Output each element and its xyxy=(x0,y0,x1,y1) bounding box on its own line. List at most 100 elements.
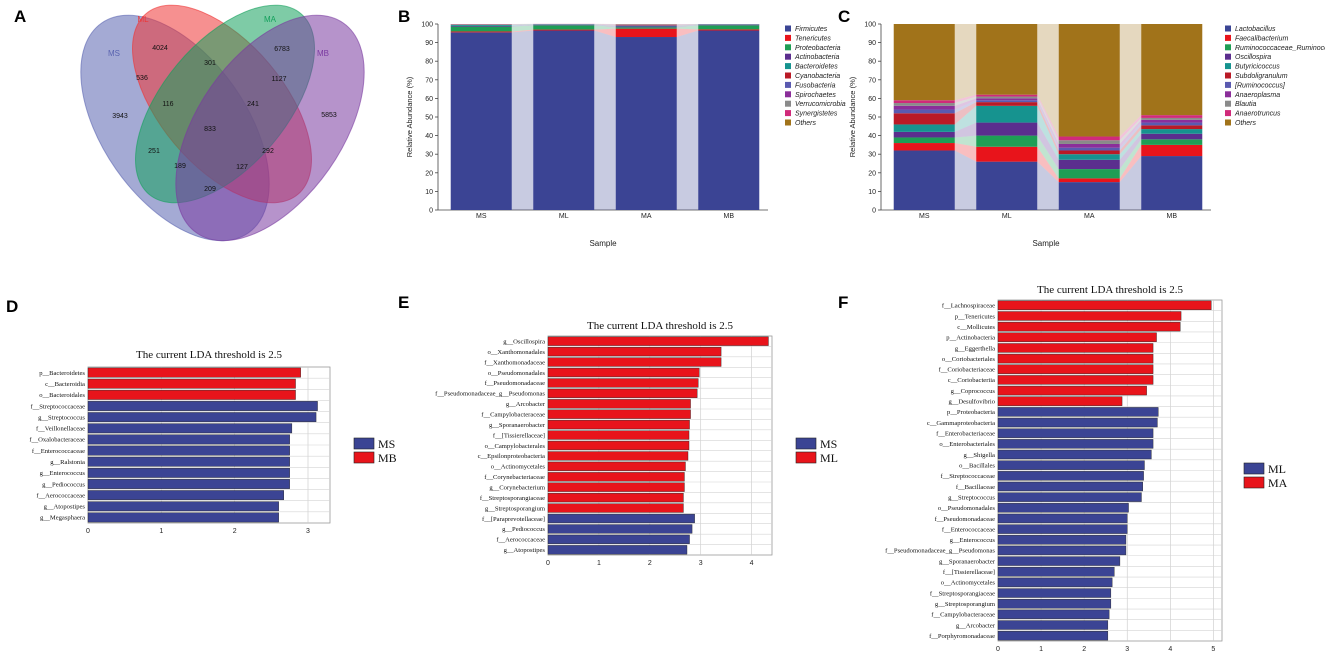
legend-swatch xyxy=(785,53,791,60)
legend-label: Bacteroidetes xyxy=(795,64,838,71)
legend-label: Subdoligranulum xyxy=(1235,73,1288,80)
lda-bar xyxy=(87,412,317,423)
bar-label: o__Coriobacteriales xyxy=(942,356,996,363)
bar-segment xyxy=(615,28,677,38)
lda-bar xyxy=(997,524,1128,534)
bar-segment xyxy=(533,25,595,30)
bar-segment xyxy=(976,161,1038,210)
lda-bar xyxy=(997,364,1154,374)
bar-label: f__Campylobacteraceae xyxy=(481,412,545,419)
bar-connector xyxy=(676,24,699,28)
bar-connector xyxy=(511,25,534,32)
venn-region-value: 292 xyxy=(262,148,274,155)
bar-connector xyxy=(511,29,534,33)
legend-swatch xyxy=(1225,63,1231,70)
stacked-chart-c: 0 10 20 30 40 50 60 70 80 90 100 Relative Abundance… xyxy=(848,22,1325,249)
legend-swatch xyxy=(1225,100,1231,107)
bar-label: g__Pediococcus xyxy=(42,481,85,488)
stacked-chart-b: 0 10 20 30 40 50 60 70 80 90 100 Relative Abundance… xyxy=(405,22,846,249)
x-tick-label: 1 xyxy=(159,528,163,535)
bar-segment xyxy=(893,150,955,210)
bar-segment xyxy=(893,105,955,110)
lda-bar xyxy=(547,367,700,378)
x-tick-label: MS xyxy=(919,213,930,220)
bar-segment xyxy=(1141,117,1203,120)
lda-bar xyxy=(997,439,1154,449)
x-tick-label: 3 xyxy=(306,528,310,535)
bar-connector xyxy=(1119,125,1142,155)
venn-region-value: 251 xyxy=(148,148,160,155)
bar-segment xyxy=(698,30,760,211)
bar-label: o__Xanthomonadales xyxy=(488,349,546,356)
bar-connector xyxy=(594,24,616,28)
bar-connector xyxy=(1037,98,1059,148)
legend-label: [Ruminococcus] xyxy=(1234,82,1286,89)
bar-segment xyxy=(533,24,595,26)
x-tick-label: MA xyxy=(1084,213,1095,220)
x-tick-label: 4 xyxy=(750,560,754,567)
bar-segment xyxy=(1058,154,1120,160)
bar-connector xyxy=(1037,96,1059,144)
legend-label: Faecalibacterium xyxy=(1235,35,1288,42)
bar-segment xyxy=(893,137,955,144)
y-tick-label: 70 xyxy=(868,77,876,84)
bar-label: o__Pseudomonadales xyxy=(488,370,546,377)
lda-bar xyxy=(87,434,290,445)
legend-label: Anaeroplasma xyxy=(1234,92,1280,99)
lda-bar xyxy=(87,467,290,478)
legend-label: Oscillospira xyxy=(1235,54,1271,61)
chart-title: The current LDA threshold is 2.5 xyxy=(1037,284,1184,296)
bar-segment xyxy=(976,105,1038,123)
y-tick-label: 70 xyxy=(425,77,433,84)
legend-swatch xyxy=(1243,462,1265,475)
bar-label: f__Enterococcaceae xyxy=(32,448,85,455)
bar-segment xyxy=(1141,119,1203,123)
bar-connector xyxy=(954,24,977,101)
lda-bar xyxy=(997,567,1115,577)
bar-connector xyxy=(511,24,534,25)
x-tick-label: 2 xyxy=(233,528,237,535)
bar-segment xyxy=(976,146,1038,162)
bar-segment xyxy=(698,25,760,30)
x-tick-label: 1 xyxy=(597,560,601,567)
bar-connector xyxy=(954,102,977,125)
venn-region-value: 1127 xyxy=(271,76,286,83)
legend-swatch xyxy=(795,437,817,450)
lda-bar xyxy=(547,513,695,524)
legend-label: MS xyxy=(820,437,837,451)
bar-connector xyxy=(594,28,616,38)
bar-label: g__Enterococcus xyxy=(40,470,86,477)
chart-title: The current LDA threshold is 2.5 xyxy=(587,320,734,332)
y-tick-label: 50 xyxy=(868,115,876,122)
lda-bar xyxy=(547,493,684,503)
bar-connector xyxy=(954,105,977,132)
bar-connector xyxy=(1037,94,1059,141)
bar-label: g__Oscillospira xyxy=(503,339,545,346)
lda-bar xyxy=(997,407,1159,417)
legend-label: Ruminococcaceae_Ruminococcus xyxy=(1235,45,1325,52)
legend-label: Cyanobacteria xyxy=(795,73,840,80)
venn-region-value: 301 xyxy=(204,60,216,67)
y-axis-label: Relative Abundance (%) xyxy=(405,76,414,157)
y-tick-label: 90 xyxy=(425,40,433,47)
bar-segment xyxy=(450,31,512,33)
bar-segment xyxy=(976,96,1038,99)
bar-connector xyxy=(1119,156,1142,210)
legend-swatch xyxy=(1225,119,1231,126)
legend-swatch xyxy=(785,63,791,70)
bar-segment xyxy=(698,24,760,26)
bar-label: p__Actinobacteria xyxy=(946,335,995,342)
lda-bar xyxy=(547,524,693,534)
lda-bar xyxy=(547,336,769,346)
bar-connector xyxy=(1037,122,1059,170)
venn-region-value: 241 xyxy=(247,101,259,108)
y-tick-label: 40 xyxy=(425,133,433,140)
bar-label: f__Pseudomonadaceae xyxy=(935,516,995,523)
bar-connector xyxy=(594,25,616,30)
bar-connector xyxy=(676,24,699,26)
lda-bar xyxy=(547,409,691,419)
legend-label: Anaerotruncus xyxy=(1234,111,1281,118)
x-tick-label: MB xyxy=(1167,213,1178,220)
